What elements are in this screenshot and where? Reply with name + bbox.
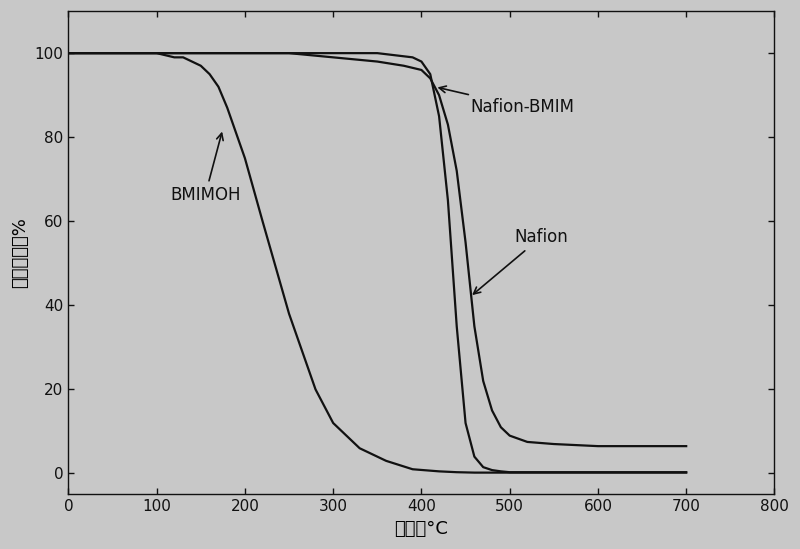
Text: Nafion-BMIM: Nafion-BMIM [439,86,574,116]
X-axis label: 温度，°C: 温度，°C [394,520,448,538]
Text: BMIMOH: BMIMOH [170,133,240,204]
Text: Nafion: Nafion [474,228,568,294]
Y-axis label: 质量变化，%: 质量变化，% [11,217,29,288]
